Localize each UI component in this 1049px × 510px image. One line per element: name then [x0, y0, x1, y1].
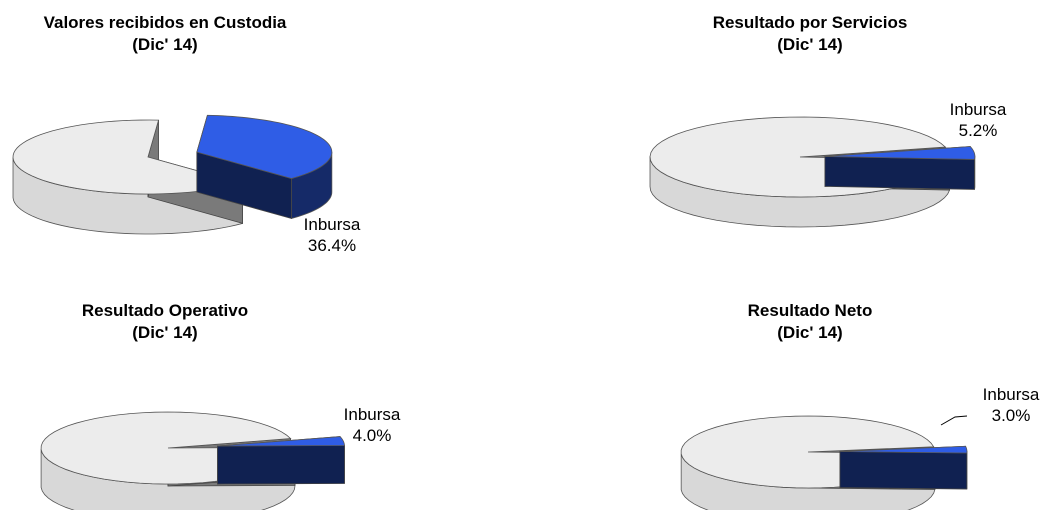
inbursa-slice-cut-face [839, 451, 968, 490]
slice-label-name: Inbursa [344, 405, 401, 424]
chart-title: Resultado por Servicios [712, 13, 908, 32]
other-slice [12, 119, 245, 195]
chart-subtitle: (Dic' 14) [132, 35, 198, 54]
pie-chart-3: Inbursa 3.0% [680, 385, 1040, 510]
pie-chart-1: Inbursa 5.2% [649, 100, 1007, 228]
chart-subtitle: (Dic' 14) [777, 35, 843, 54]
chart-title-servicios: Resultado por Servicios (Dic' 14) [660, 12, 960, 56]
slice-label-name: Inbursa [983, 385, 1040, 404]
chart-title: Resultado Neto [747, 301, 873, 320]
inbursa-slice [196, 114, 333, 179]
chart-title-neto: Resultado Neto (Dic' 14) [660, 300, 960, 344]
inbursa-slice-cut-face [824, 156, 975, 190]
inbursa-slice [824, 146, 976, 160]
slice-label-value: 3.0% [992, 406, 1031, 425]
pie-chart-0: Inbursa 36.4% [12, 114, 361, 255]
inbursa-slice [839, 445, 968, 454]
inbursa-slice [217, 436, 345, 447]
chart-subtitle: (Dic' 14) [132, 323, 198, 342]
slice-label-value: 4.0% [353, 426, 392, 445]
slice-label-name: Inbursa [950, 100, 1007, 119]
pie-chart-2: Inbursa 4.0% [40, 405, 401, 510]
inbursa-slice-cut-face [217, 445, 345, 485]
slice-label-value: 5.2% [959, 121, 998, 140]
chart-title-custodia: Valores recibidos en Custodia (Dic' 14) [0, 12, 330, 56]
slice-label-name: Inbursa [304, 215, 361, 234]
chart-title: Resultado Operativo [81, 301, 249, 320]
chart-subtitle: (Dic' 14) [777, 323, 843, 342]
chart-title: Valores recibidos en Custodia [43, 13, 287, 32]
chart-title-operativo: Resultado Operativo (Dic' 14) [0, 300, 330, 344]
slice-label-value: 36.4% [308, 236, 356, 255]
leader-line [940, 415, 968, 426]
